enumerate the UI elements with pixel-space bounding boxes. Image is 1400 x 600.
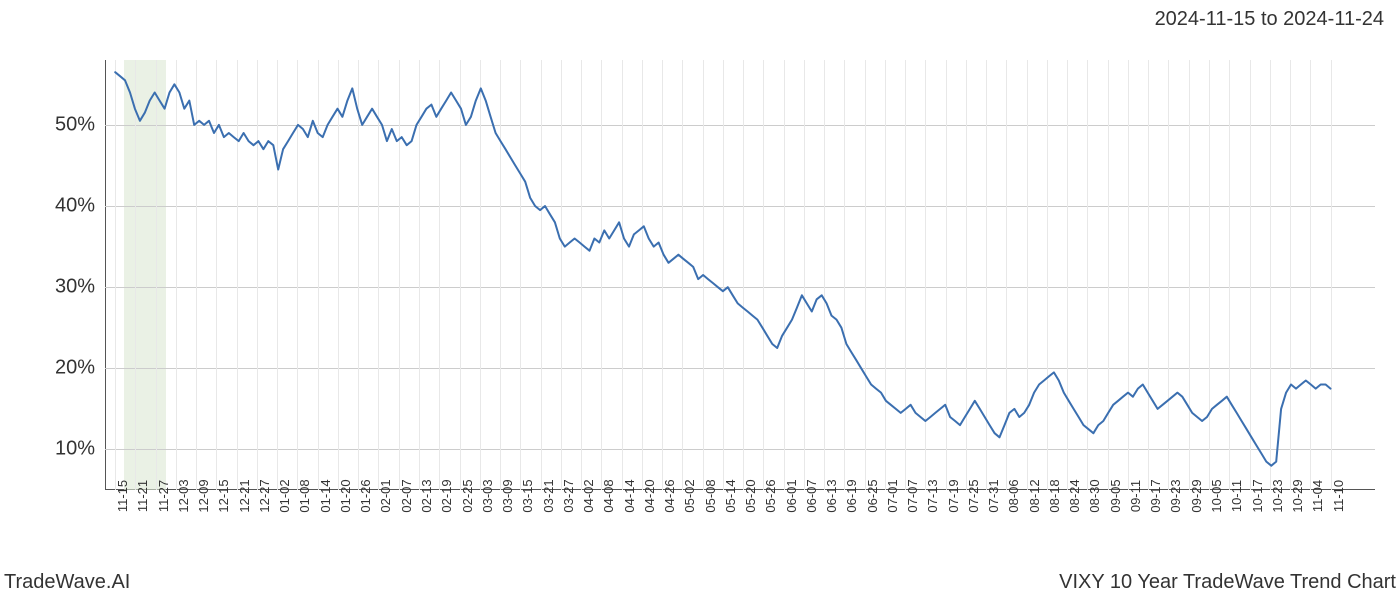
- x-tick-label: 08-12: [1027, 479, 1042, 512]
- x-tick-label: 04-02: [581, 479, 596, 512]
- x-tick-label: 02-07: [399, 479, 414, 512]
- trend-chart: 10%20%30%40%50% 11-1511-2111-2712-0312-0…: [105, 60, 1375, 490]
- x-tick-label: 09-05: [1108, 479, 1123, 512]
- x-tick-label: 08-18: [1047, 479, 1062, 512]
- x-tick-label: 06-19: [844, 479, 859, 512]
- x-tick-label: 01-20: [338, 479, 353, 512]
- line-series: [105, 60, 1375, 490]
- x-tick-label: 03-09: [500, 479, 515, 512]
- x-tick-label: 12-09: [196, 479, 211, 512]
- x-tick-label: 07-19: [946, 479, 961, 512]
- x-tick-label: 12-21: [237, 479, 252, 512]
- x-tick-label: 01-14: [318, 479, 333, 512]
- y-tick-label: 40%: [55, 195, 95, 218]
- x-tick-label: 07-13: [925, 479, 940, 512]
- x-tick-label: 01-02: [277, 479, 292, 512]
- x-tick-label: 11-10: [1331, 480, 1346, 512]
- x-tick-label: 09-23: [1168, 479, 1183, 512]
- x-tick-label: 12-03: [176, 479, 191, 512]
- x-tick-label: 10-29: [1290, 479, 1305, 512]
- y-tick-label: 20%: [55, 357, 95, 380]
- x-tick-label: 10-17: [1250, 479, 1265, 512]
- x-tick-label: 04-08: [601, 479, 616, 512]
- x-tick-label: 12-27: [257, 479, 272, 512]
- x-tick-label: 11-15: [115, 480, 130, 512]
- x-tick-label: 03-03: [480, 479, 495, 512]
- x-tick-label: 11-21: [135, 480, 150, 512]
- x-tick-label: 07-07: [905, 479, 920, 512]
- y-tick-label: 50%: [55, 113, 95, 136]
- x-tick-label: 09-17: [1148, 479, 1163, 512]
- footer-brand: TradeWave.AI: [4, 571, 130, 594]
- x-tick-label: 05-26: [763, 479, 778, 512]
- x-tick-label: 03-15: [520, 479, 535, 512]
- x-tick-label: 10-23: [1270, 479, 1285, 512]
- x-tick-label: 04-14: [622, 479, 637, 512]
- y-tick-label: 30%: [55, 276, 95, 299]
- x-tick-label: 02-13: [419, 479, 434, 512]
- x-tick-label: 11-04: [1310, 480, 1325, 512]
- x-tick-label: 03-27: [561, 479, 576, 512]
- x-tick-label: 07-25: [966, 479, 981, 512]
- date-range-label: 2024-11-15 to 2024-11-24: [1155, 8, 1384, 31]
- x-tick-label: 08-30: [1087, 479, 1102, 512]
- x-tick-label: 06-07: [804, 479, 819, 512]
- x-tick-label: 11-27: [156, 480, 171, 512]
- x-tick-label: 09-11: [1128, 480, 1143, 512]
- x-tick-label: 05-14: [723, 479, 738, 512]
- x-tick-label: 08-24: [1067, 479, 1082, 512]
- x-tick-label: 08-06: [1006, 479, 1021, 512]
- x-tick-label: 05-02: [682, 479, 697, 512]
- x-tick-label: 02-19: [439, 479, 454, 512]
- x-tick-label: 07-01: [885, 479, 900, 512]
- x-tick-label: 07-31: [986, 479, 1001, 512]
- x-tick-label: 04-20: [642, 479, 657, 512]
- x-tick-label: 01-26: [358, 479, 373, 512]
- x-tick-label: 10-11: [1229, 480, 1244, 512]
- x-tick-label: 06-25: [865, 479, 880, 512]
- x-tick-label: 05-20: [743, 479, 758, 512]
- x-tick-label: 06-13: [824, 479, 839, 512]
- x-tick-label: 06-01: [784, 479, 799, 512]
- y-tick-label: 10%: [55, 438, 95, 461]
- x-tick-label: 03-21: [541, 479, 556, 512]
- x-tick-label: 09-29: [1189, 479, 1204, 512]
- x-tick-label: 12-15: [216, 479, 231, 512]
- x-tick-label: 02-01: [378, 479, 393, 512]
- x-tick-label: 01-08: [297, 479, 312, 512]
- x-tick-label: 05-08: [703, 479, 718, 512]
- footer-title: VIXY 10 Year TradeWave Trend Chart: [1059, 571, 1396, 594]
- x-tick-label: 02-25: [460, 479, 475, 512]
- x-tick-label: 04-26: [662, 479, 677, 512]
- x-tick-label: 10-05: [1209, 479, 1224, 512]
